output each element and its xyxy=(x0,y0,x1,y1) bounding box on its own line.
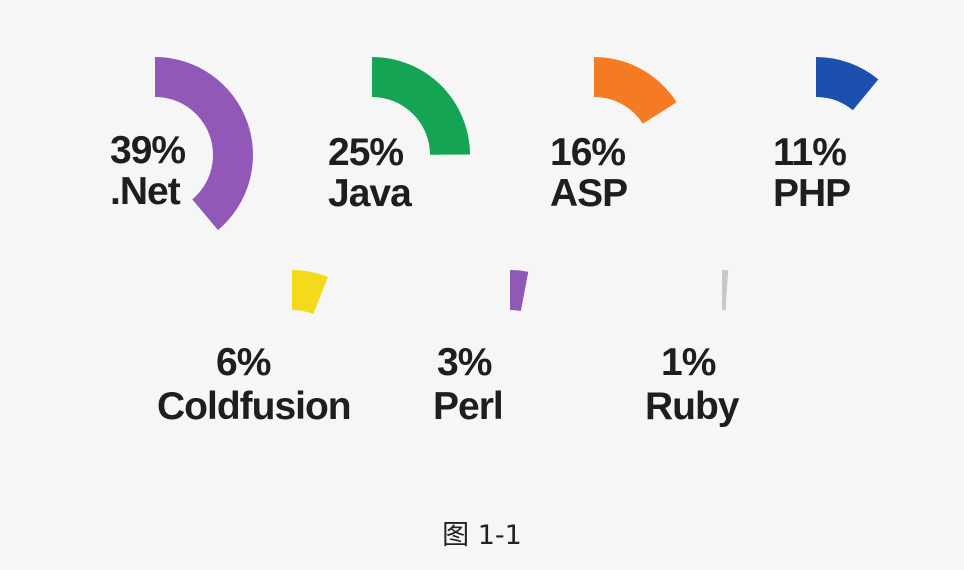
arc-asp xyxy=(594,57,677,124)
category-label-perl: Perl xyxy=(433,385,504,428)
arc-ruby xyxy=(722,270,729,311)
arc-coldfusion xyxy=(292,269,328,315)
value-label-java: 25% xyxy=(328,131,404,174)
category-label-asp: ASP xyxy=(550,172,628,215)
category-label-coldfusion: Coldfusion xyxy=(157,385,352,428)
category-label-java: Java xyxy=(328,172,412,215)
category-label-php: PHP xyxy=(773,172,851,215)
arc-java xyxy=(372,57,470,155)
arc-dotnet xyxy=(155,57,253,231)
value-label-perl: 3% xyxy=(437,341,492,384)
value-label-php: 11% xyxy=(773,131,847,174)
value-label-coldfusion: 6% xyxy=(216,341,271,384)
value-label-dotnet: 39% xyxy=(110,129,186,172)
category-label-ruby: Ruby xyxy=(645,385,739,428)
figure-caption: 图 1-1 xyxy=(442,520,522,551)
arc-perl xyxy=(510,270,529,312)
category-label-dotnet: .Net xyxy=(110,170,181,213)
value-label-asp: 16% xyxy=(550,131,626,174)
value-label-ruby: 1% xyxy=(661,341,716,384)
arc-php xyxy=(816,57,879,111)
